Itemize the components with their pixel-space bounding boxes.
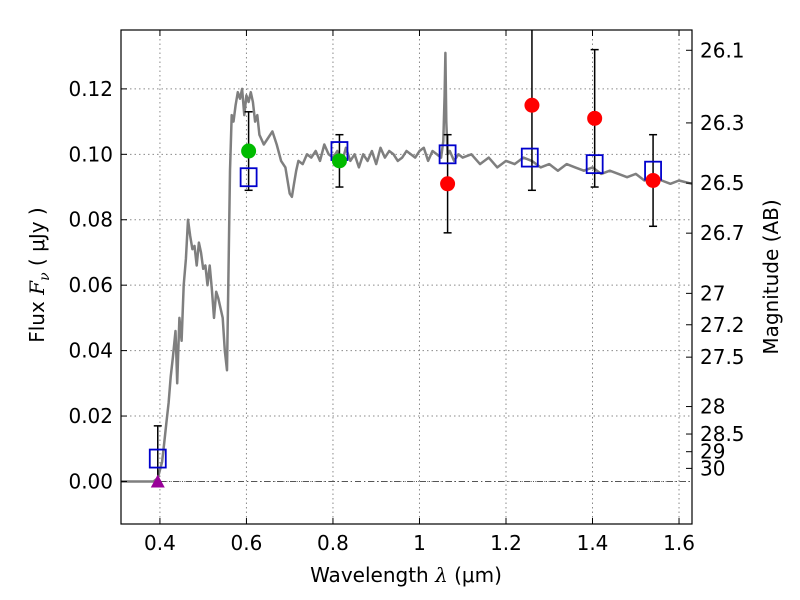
mag-tick-label: 30 (700, 456, 725, 480)
model-photometry-square (438, 144, 457, 165)
mag-tick-label: 27.5 (700, 345, 745, 369)
mag-tick-label: 29 (700, 440, 725, 464)
model-photometry-square (520, 147, 539, 168)
x-tick-label: 1.4 (577, 531, 609, 555)
observed-flux-point (440, 176, 456, 192)
model-photometry-square (148, 448, 167, 469)
model-photometry-square (239, 167, 258, 188)
x-tick-label: 0.4 (144, 531, 176, 555)
x-axis-label: Wavelength λ (μm) (310, 563, 502, 587)
observed-flux-point (524, 97, 540, 113)
model-photometry-square (585, 154, 604, 175)
y-axis-label: Flux Fν ( μJy ) (25, 207, 53, 343)
mag-tick-label: 26.3 (700, 111, 745, 135)
x-tick-label: 1.2 (490, 531, 522, 555)
x-tick-label: 0.6 (231, 531, 263, 555)
y-tick-label: 0.04 (68, 339, 113, 363)
mag-tick-label: 26.5 (700, 171, 745, 195)
y-tick-label: 0.10 (68, 142, 113, 166)
mag-tick-label: 26.1 (700, 38, 745, 62)
y-tick-label: 0.00 (68, 469, 113, 493)
marks-layer (148, 30, 662, 488)
x-tick-label: 1 (413, 531, 426, 555)
mag-tick-label: 28.5 (700, 422, 745, 446)
y-tick-label: 0.02 (68, 404, 113, 428)
y-tick-label: 0.06 (68, 273, 113, 297)
plot-frame (120, 29, 693, 525)
observed-flux-point (587, 110, 603, 126)
upper-limit-triangle (150, 474, 165, 488)
mag-tick-label: 28 (700, 395, 725, 419)
x-tick-label: 0.8 (317, 531, 349, 555)
y2-axis-label: Magnitude (AB) (759, 199, 783, 354)
y-tick-label: 0.12 (68, 77, 113, 101)
observed-flux-point (645, 172, 661, 188)
observed-flux-point (241, 143, 257, 159)
mag-tick-label: 27 (700, 281, 725, 305)
y-tick-label: 0.08 (68, 208, 113, 232)
model-sed-line (121, 51, 693, 483)
observed-flux-point (331, 153, 347, 169)
ticks-layer: 0.4 0.6 0.8 1 1.2 1.4 1.6 0.00 0.02 0.04 0.06 0.08 0… (68, 30, 745, 555)
mag-tick-label: 27.2 (700, 313, 745, 337)
mag-tick-label: 26.7 (700, 221, 745, 245)
x-tick-label: 1.6 (663, 531, 695, 555)
